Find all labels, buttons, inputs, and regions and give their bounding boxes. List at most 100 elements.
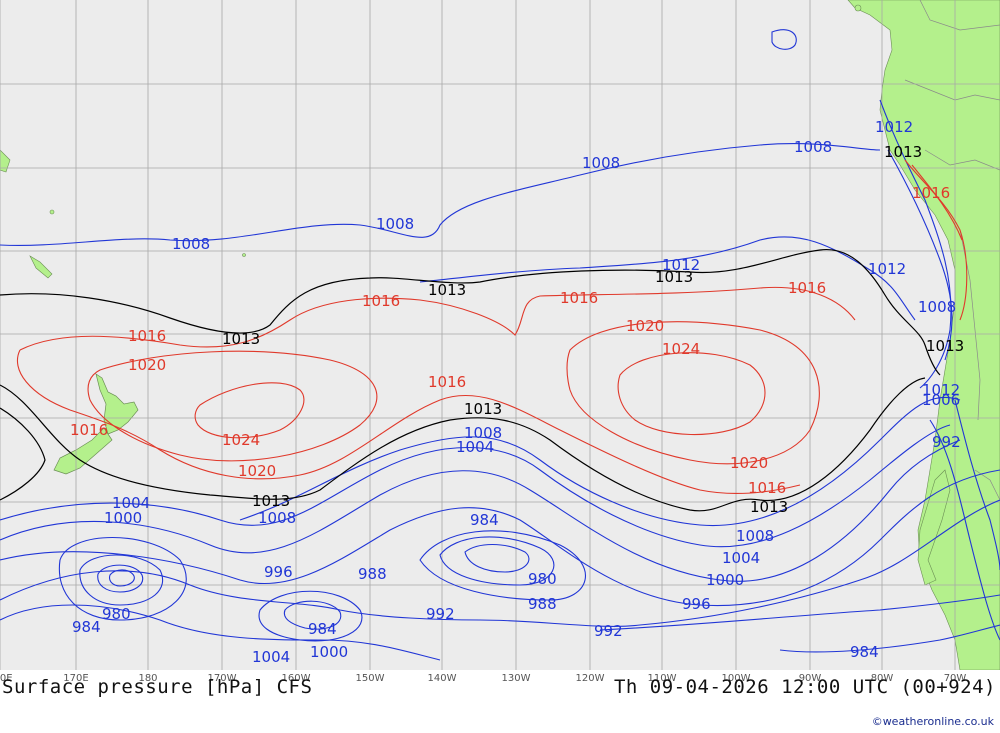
isobar-1012-north bbox=[419, 236, 916, 321]
tick-label: 130W bbox=[501, 673, 531, 684]
label-1013: 1013 bbox=[428, 281, 466, 299]
label-1013: 1013 bbox=[252, 492, 290, 510]
label-1024: 1024 bbox=[662, 340, 700, 358]
label-992: 992 bbox=[932, 433, 961, 451]
surface-pressure-map: 1008 1008 1008 1008 1012 1012 1012 1012 … bbox=[0, 0, 1000, 670]
label-1006: 1006 bbox=[922, 391, 960, 409]
label-1008: 1008 bbox=[172, 235, 210, 253]
label-1013: 1013 bbox=[884, 143, 922, 161]
label-980: 980 bbox=[102, 605, 131, 623]
tick-label: 70W bbox=[943, 673, 967, 684]
new-zealand-landmass bbox=[53, 373, 139, 475]
isobars-1013 bbox=[0, 249, 941, 512]
label-1008: 1008 bbox=[794, 138, 832, 156]
label-1016: 1016 bbox=[788, 279, 826, 297]
valid-time: Th 09-04-2026 12:00 UTC (00+924) bbox=[613, 676, 996, 698]
isobar-1020-west bbox=[87, 350, 378, 462]
isobar-1016-chile-2 bbox=[911, 164, 963, 241]
label-1020: 1020 bbox=[238, 462, 276, 480]
isobar-1008-chile bbox=[887, 149, 953, 361]
isobar-984-center bbox=[439, 536, 555, 586]
isobar-chile-south-2 bbox=[954, 399, 1000, 571]
label-984: 984 bbox=[850, 643, 879, 661]
isobar-1012-chile bbox=[879, 99, 952, 389]
tick-label: 140W bbox=[427, 673, 457, 684]
label-1004: 1004 bbox=[112, 494, 150, 512]
label-1016: 1016 bbox=[748, 479, 786, 497]
label-1004: 1004 bbox=[722, 549, 760, 567]
label-1008: 1008 bbox=[582, 154, 620, 172]
isobar-984-east bbox=[779, 624, 1000, 653]
isobars-high bbox=[16, 159, 968, 494]
isobar-1008-north bbox=[0, 143, 881, 246]
label-1016: 1016 bbox=[128, 327, 166, 345]
tick-label: 60E bbox=[0, 673, 13, 684]
label-1016: 1016 bbox=[560, 289, 598, 307]
isobar-labels: 1008 1008 1008 1008 1012 1012 1012 1012 … bbox=[70, 118, 964, 666]
tick-label: 120W bbox=[575, 673, 605, 684]
isobar-1016-south bbox=[16, 349, 801, 494]
isobar-1013-west-edge bbox=[0, 407, 46, 501]
isobar-996 bbox=[0, 469, 1000, 607]
tick-label: 80W bbox=[870, 673, 894, 684]
isobar-1013-south bbox=[0, 377, 926, 512]
isobar-1020-east bbox=[566, 321, 820, 465]
label-1020: 1020 bbox=[730, 454, 768, 472]
label-984: 984 bbox=[308, 620, 337, 638]
label-1004: 1004 bbox=[252, 648, 290, 666]
label-1013: 1013 bbox=[750, 498, 788, 516]
tick-label: 90W bbox=[798, 673, 822, 684]
isobar-1016-chile bbox=[904, 159, 968, 321]
label-1008: 1008 bbox=[258, 509, 296, 527]
isobar-ring-b bbox=[79, 554, 163, 606]
label-1020: 1020 bbox=[128, 356, 166, 374]
label-1012: 1012 bbox=[868, 260, 906, 278]
isobar-1008-ring bbox=[771, 29, 797, 50]
credit-link[interactable]: ©weatheronline.co.uk bbox=[871, 715, 994, 728]
isobar-988-west bbox=[0, 604, 441, 661]
label-1000: 1000 bbox=[104, 509, 142, 527]
tick-label: 170E bbox=[63, 673, 89, 684]
label-996: 996 bbox=[264, 563, 293, 581]
isobar-1000 bbox=[0, 439, 961, 582]
isobar-980-center bbox=[464, 544, 530, 573]
label-1008: 1008 bbox=[464, 424, 502, 442]
isobar-1013-north bbox=[0, 249, 941, 376]
tick-label: 100W bbox=[721, 673, 751, 684]
isobar-980-low-b bbox=[283, 600, 342, 630]
label-1000: 1000 bbox=[310, 643, 348, 661]
isobar-992-east bbox=[599, 594, 1000, 631]
isobar-ring-a bbox=[58, 537, 187, 621]
label-1016: 1016 bbox=[428, 373, 466, 391]
label-1008: 1008 bbox=[376, 215, 414, 233]
ocean-background bbox=[0, 0, 1000, 670]
label-992: 992 bbox=[426, 605, 455, 623]
isobar-988-center bbox=[419, 530, 586, 601]
label-1000: 1000 bbox=[706, 571, 744, 589]
isobar-ring-c bbox=[97, 564, 144, 593]
tick-label: 160W bbox=[281, 673, 311, 684]
map-title: Surface pressure [hPa] CFS bbox=[2, 676, 313, 698]
label-1024: 1024 bbox=[222, 431, 260, 449]
tick-label: 150W bbox=[355, 673, 385, 684]
label-1012: 1012 bbox=[922, 381, 960, 399]
label-1008: 1008 bbox=[736, 527, 774, 545]
label-988: 988 bbox=[528, 595, 557, 613]
label-1008: 1008 bbox=[918, 298, 956, 316]
tick-label: 110W bbox=[647, 673, 677, 684]
tick-label: 170W bbox=[207, 673, 237, 684]
tick-label: 180 bbox=[138, 673, 158, 684]
label-1016: 1016 bbox=[362, 292, 400, 310]
label-1016: 1016 bbox=[70, 421, 108, 439]
label-996: 996 bbox=[682, 595, 711, 613]
label-988: 988 bbox=[358, 565, 387, 583]
label-1016: 1016 bbox=[912, 184, 950, 202]
label-1020: 1020 bbox=[626, 317, 664, 335]
label-1004: 1004 bbox=[456, 438, 494, 456]
label-1012: 1012 bbox=[875, 118, 913, 136]
isobars-low bbox=[0, 29, 1000, 661]
label-1013: 1013 bbox=[655, 268, 693, 286]
isobar-1004 bbox=[0, 424, 951, 548]
label-984: 984 bbox=[72, 618, 101, 636]
isobar-1024-west bbox=[194, 382, 305, 439]
